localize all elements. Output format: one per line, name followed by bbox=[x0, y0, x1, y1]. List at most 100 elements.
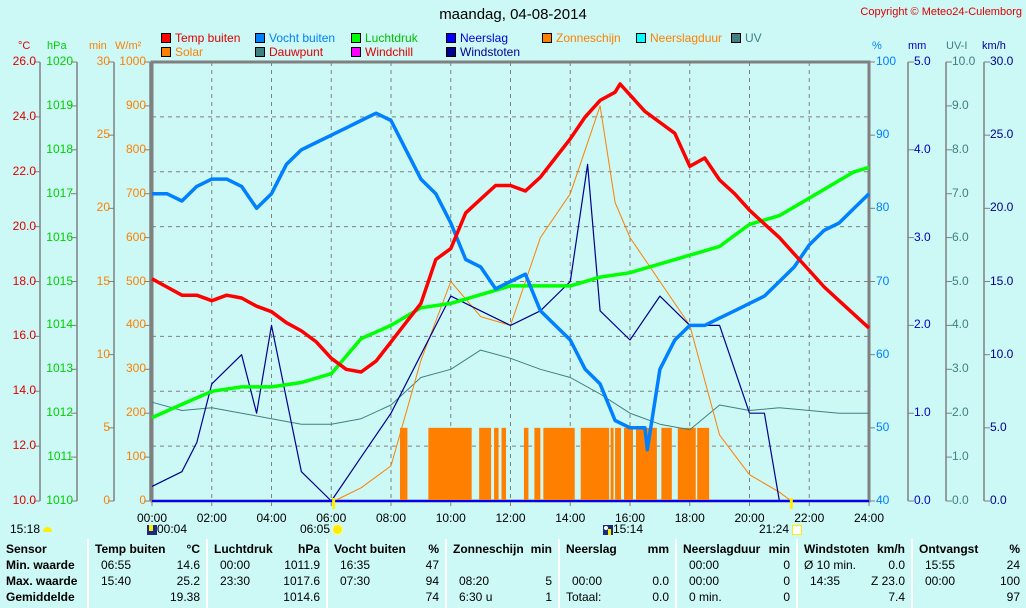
tick-label-wind: 5.0 bbox=[990, 419, 1007, 434]
x-tick-label: 22:00 bbox=[794, 511, 825, 525]
stats-unit: km/h bbox=[876, 542, 905, 556]
series-dauwpunt bbox=[151, 349, 869, 431]
stats-column-windstoten: Windstoten km/h Ø 10 min. 0.0 14:35 Z 23.0 7.4 bbox=[796, 539, 911, 608]
stats-header: Temp buiten bbox=[95, 542, 166, 556]
tick-label-pressure: 1010 bbox=[46, 493, 73, 507]
series-luchtdruk bbox=[151, 165, 870, 420]
legend-swatch bbox=[161, 47, 171, 57]
stats-unit: % bbox=[428, 542, 439, 556]
moonrise-time: 15:14 bbox=[603, 522, 643, 536]
tick-label-minutes: 20 bbox=[96, 200, 110, 215]
x-tick-label: 06:00 bbox=[316, 511, 347, 525]
tick-label-pressure: 1016 bbox=[46, 229, 73, 244]
legend-item-dauwpunt: Dauwpunt bbox=[255, 45, 323, 59]
stats-cell-label: Min. waarde bbox=[6, 558, 75, 572]
legend-label: Zonneschijn bbox=[556, 31, 621, 45]
stats-column-temp-buiten: Temp buiten °C 06:55 14.6 15:40 25.2 19.38 bbox=[87, 539, 206, 608]
stats-cell-label: 00:00 bbox=[689, 558, 720, 572]
legend-swatch bbox=[636, 33, 646, 43]
x-tick-label: 24:00 bbox=[853, 511, 885, 525]
stats-row: Min. waarde bbox=[0, 557, 85, 574]
sunset-label: 21:24 bbox=[759, 522, 790, 536]
sunrise-label: 06:05 bbox=[300, 522, 331, 536]
axis-title-minutes: min bbox=[89, 40, 107, 52]
legend-swatch bbox=[542, 33, 552, 43]
legend-swatch bbox=[351, 47, 361, 57]
x-tick-label: 02:00 bbox=[196, 511, 227, 525]
stats-column-luchtdruk: Luchtdruk hPa 00:00 1011.9 23:30 1017.6 1014.6 bbox=[206, 539, 326, 608]
tick-label-solar: 800 bbox=[125, 141, 146, 156]
tick-label-minutes: 25 bbox=[96, 127, 110, 142]
sunshine-bar bbox=[501, 427, 507, 501]
stats-cell-value: 0 bbox=[783, 558, 790, 572]
stats-column-neerslagduur: Neerslagduur min 00:00 0 00:00 0 0 min. 0 bbox=[675, 539, 796, 608]
stats-header: Luchtdruk bbox=[214, 542, 273, 556]
stats-cell-value: 24 bbox=[1006, 558, 1020, 572]
axis-title-pressure: hPa bbox=[47, 40, 67, 52]
tick-label-temp: 24.0 bbox=[12, 108, 36, 123]
stats-cell-value: 0.0 bbox=[888, 558, 905, 572]
stats-cell-label: 00:00 bbox=[925, 574, 956, 588]
series-temp-buiten bbox=[151, 82, 871, 374]
stats-row: 06:55 14.6 bbox=[89, 557, 206, 574]
x-tick-label: 04:00 bbox=[256, 511, 287, 525]
legend-item-windstoten: Windstoten bbox=[446, 45, 520, 59]
x-tick-label: 20:00 bbox=[734, 511, 765, 525]
tick-label-wind: 0.0 bbox=[990, 493, 1007, 507]
legend-item-temp-buiten: Temp buiten bbox=[161, 31, 240, 45]
tick-label-uv: 4.0 bbox=[952, 317, 969, 332]
stats-header: Vocht buiten bbox=[334, 542, 406, 556]
stats-row: 97 bbox=[913, 589, 1026, 606]
tick-label-minutes: 0 bbox=[103, 493, 110, 507]
stats-row: 23:30 1017.6 bbox=[208, 573, 326, 590]
tick-label-wind: 15.0 bbox=[990, 273, 1014, 288]
legend-label: Dauwpunt bbox=[269, 45, 324, 59]
legend-label: Temp buiten bbox=[175, 31, 241, 45]
sunset-time: 21:24 bbox=[759, 522, 803, 536]
x-tick-label: 08:00 bbox=[375, 511, 407, 525]
legend-item-luchtdruk: Luchtdruk bbox=[351, 31, 418, 45]
stats-row: 08:20 5 bbox=[447, 573, 558, 590]
stats-column-vocht-buiten: Vocht buiten% 16:35 47 07:30 94 74 bbox=[326, 539, 445, 608]
tick-label-humidity: 100 bbox=[876, 54, 897, 68]
stats-cell-label: 15:40 bbox=[101, 574, 132, 588]
copyright: Copyright © Meteo24-Culemborg bbox=[860, 6, 1022, 18]
tick-label-humidity: 50 bbox=[876, 419, 890, 434]
stats-cell-value: 100 bbox=[999, 574, 1020, 588]
tick-label-uv: 1.0 bbox=[952, 449, 969, 464]
tick-label-solar: 300 bbox=[125, 361, 146, 376]
stats-cell-label: Totaal: bbox=[566, 590, 602, 604]
legend-label: Neerslag bbox=[460, 31, 509, 45]
tick-label-uv: 7.0 bbox=[952, 185, 969, 200]
moonrise-prev-label: 00:04 bbox=[157, 522, 188, 536]
tick-label-temp: 10.0 bbox=[12, 493, 36, 507]
tick-label-uv: 9.0 bbox=[952, 97, 969, 112]
tick-label-wind: 10.0 bbox=[990, 346, 1014, 361]
tick-label-pressure: 1013 bbox=[46, 361, 73, 376]
stats-row: 19.38 bbox=[89, 589, 206, 606]
tick-label-pressure: 1012 bbox=[46, 405, 73, 420]
stats-cell-value: 7.4 bbox=[888, 590, 905, 604]
tick-label-uv: 2.0 bbox=[952, 405, 969, 420]
stats-column-neerslag: Neerslag mm 00:00 0.0 Totaal: 0.0 bbox=[558, 539, 675, 608]
tick-label-temp: 14.0 bbox=[12, 383, 36, 398]
sunshine-bar bbox=[399, 427, 408, 501]
tick-label-wind: 25.0 bbox=[990, 127, 1014, 142]
legend-label: Luchtdruk bbox=[365, 31, 418, 45]
legend-swatch bbox=[161, 33, 171, 43]
stats-row: 15:55 24 bbox=[913, 557, 1026, 574]
tick-label-solar: 700 bbox=[125, 185, 146, 200]
moonset-icon bbox=[43, 527, 53, 533]
weather-chart bbox=[34, 60, 990, 509]
stats-cell-value: 19.38 bbox=[169, 590, 200, 604]
stats-row bbox=[447, 557, 558, 574]
stats-header: Windstoten bbox=[804, 542, 870, 556]
stats-row: 7.4 bbox=[798, 589, 911, 606]
legend-swatch bbox=[446, 47, 456, 57]
stats-cell-value: 0 bbox=[783, 574, 790, 588]
stats-cell-label: Gemiddelde bbox=[6, 590, 75, 604]
tick-label-minutes: 10 bbox=[96, 346, 110, 361]
legend-item-solar: Solar bbox=[161, 45, 203, 59]
stats-row: 00:00 0 bbox=[677, 573, 796, 590]
stats-cell-label: 23:30 bbox=[220, 574, 251, 588]
